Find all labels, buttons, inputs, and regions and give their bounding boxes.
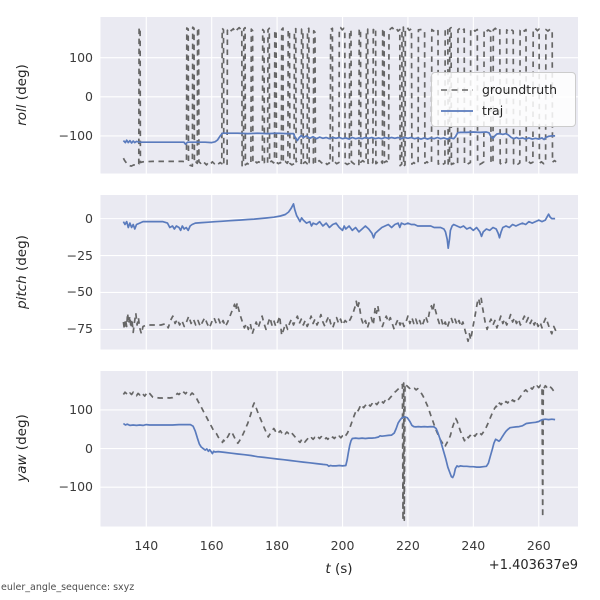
- legend-item-groundtruth: groundtruth: [441, 79, 566, 100]
- x-tick-label: 200: [330, 538, 355, 553]
- x-tick-label: 140: [134, 538, 159, 553]
- legend-solid-line-icon: [441, 109, 473, 112]
- y-tick-label-pitch: −50: [66, 284, 93, 300]
- series-pitch-groundtruth: [122, 297, 557, 343]
- series-yaw-groundtruth: [122, 382, 556, 522]
- series-roll-groundtruth: [122, 26, 557, 167]
- ylabel-yaw-rest: (deg): [14, 414, 30, 455]
- ylabel-yaw: yaw (deg): [14, 414, 30, 482]
- x-offset-text: +1.403637e9: [488, 558, 578, 573]
- legend-item-traj: traj: [441, 100, 566, 121]
- ylabel-pitch-rest: (deg): [14, 235, 30, 276]
- legend-dashed-line-icon: [441, 88, 473, 91]
- footer-note: euler_angle_sequence: sxyz: [1, 582, 135, 593]
- x-tick-label: 240: [461, 538, 486, 553]
- x-tick-label: 260: [526, 538, 551, 553]
- y-tick-label-yaw: −100: [58, 479, 93, 495]
- xlabel-italic: t: [325, 561, 331, 577]
- y-tick-label-pitch: −75: [66, 321, 93, 337]
- x-tick-label: 160: [199, 538, 224, 553]
- y-tick-label-yaw: 0: [85, 440, 93, 456]
- y-tick-label-roll: −100: [58, 127, 93, 143]
- series-roll-traj: [122, 131, 556, 146]
- ylabel-roll-italic: roll: [14, 104, 30, 126]
- legend-label-groundtruth: groundtruth: [482, 82, 558, 97]
- y-tick-label-yaw: 100: [69, 401, 93, 417]
- xlabel: t (s): [325, 561, 352, 577]
- ylabel-roll-rest: (deg): [14, 64, 30, 105]
- y-tick-label-roll: 100: [69, 49, 93, 65]
- x-tick-label: 180: [265, 538, 290, 553]
- x-tick-label: 220: [395, 538, 420, 553]
- y-tick-label-roll: 0: [85, 88, 93, 104]
- xlabel-rest: (s): [330, 561, 353, 577]
- y-tick-label-pitch: −25: [66, 247, 93, 263]
- series-yaw-traj: [122, 416, 556, 479]
- ylabel-yaw-italic: yaw: [14, 454, 30, 482]
- ylabel-pitch-italic: pitch: [14, 275, 30, 309]
- y-tick-label-pitch: 0: [85, 210, 93, 226]
- legend-label-traj: traj: [482, 103, 504, 118]
- ylabel-pitch: pitch (deg): [14, 235, 30, 309]
- ylabel-roll: roll (deg): [14, 64, 30, 126]
- series-pitch-traj: [122, 203, 556, 250]
- legend: groundtruth traj: [431, 72, 576, 127]
